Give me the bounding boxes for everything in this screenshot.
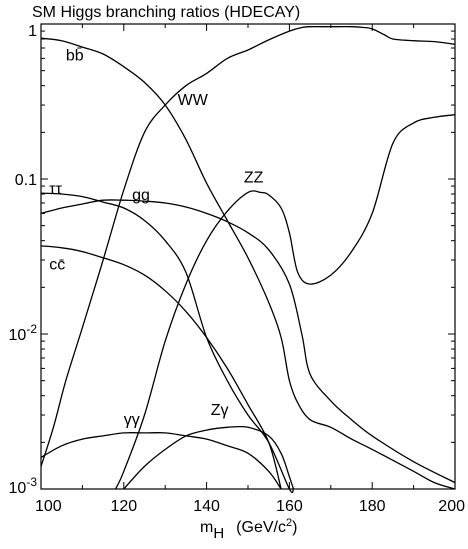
label-gammagamma: γγ (124, 412, 140, 429)
curve-bb (40, 37, 456, 490)
y-tick-label: 10-3 (9, 475, 38, 497)
x-tick-label: 160 (276, 498, 303, 515)
label-ww: WW (178, 92, 209, 109)
x-tick-label: 120 (110, 498, 137, 515)
y-tick-label: 10-2 (9, 322, 38, 344)
label-bb: bb̄ (66, 47, 84, 64)
label-zz: ZZ (244, 169, 264, 186)
curve-gg (40, 199, 456, 484)
series-curves (40, 26, 456, 494)
curve-zgamma (123, 425, 295, 490)
x-tick-label: 180 (359, 498, 386, 515)
curve-ww (40, 26, 456, 467)
label-tautau: ττ (49, 181, 62, 198)
x-axis-label: mH (GeV/c2) (200, 517, 297, 542)
label-zgamma: Zγ (211, 402, 229, 419)
curve-gammagamma (40, 432, 282, 490)
x-tick-label: 140 (193, 498, 220, 515)
series-labels: bb̄ WW ZZ ττ gg cc̄ γγ Zγ (49, 47, 263, 428)
y-axis: 1 0.1 10-2 10-3 (9, 23, 455, 497)
x-axis: 100 120 140 160 180 200 (35, 24, 465, 515)
chart-title: SM Higgs branching ratios (HDECAY) (32, 4, 300, 21)
curve-zz (114, 114, 456, 490)
x-tick-label: 100 (35, 498, 62, 515)
x-tick-label: 200 (438, 498, 465, 515)
y-tick-label: 1 (28, 23, 37, 40)
y-tick-label: 0.1 (15, 172, 37, 189)
label-cc: cc̄ (49, 257, 65, 274)
curve-cc (40, 245, 282, 490)
label-gg: gg (132, 187, 150, 204)
